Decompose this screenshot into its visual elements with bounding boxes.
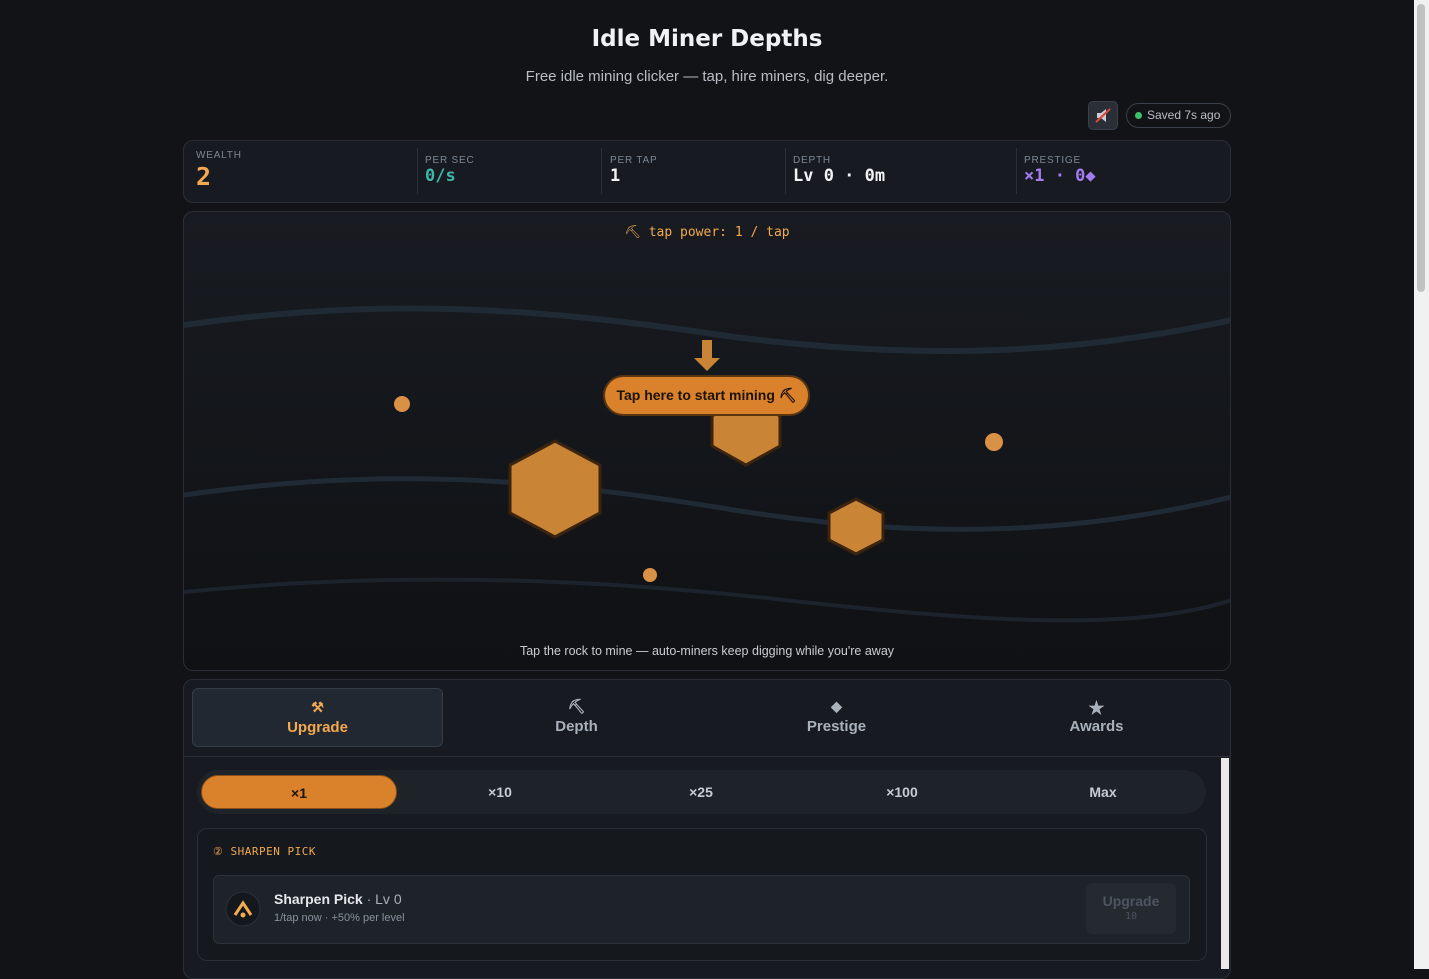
upgrade-button[interactable]: Upgrade 10 xyxy=(1086,883,1176,934)
multiplier-option[interactable]: ×1 xyxy=(201,775,397,809)
tab-icon: ⚒ xyxy=(311,699,324,715)
divider xyxy=(1016,148,1017,194)
stat-value: 2 xyxy=(196,162,212,191)
stat-value: Lv 0 · 0m xyxy=(793,166,886,186)
tab-separator xyxy=(184,756,1230,757)
card-name: Sharpen Pick xyxy=(274,891,363,907)
tab-label: Upgrade xyxy=(287,719,348,736)
divider xyxy=(417,148,418,194)
tab-icon: ★ xyxy=(1088,698,1105,718)
page-scrollbar xyxy=(1414,0,1429,969)
section-header: ② SHARPEN PICK xyxy=(213,845,316,858)
scroll-thumb xyxy=(1417,4,1425,292)
stat-label: PER TAP xyxy=(610,155,658,166)
tab-label: Depth xyxy=(555,718,598,735)
card-description: 1/tap now · +50% per level xyxy=(274,912,405,924)
button-cost: 10 xyxy=(1124,911,1138,922)
multiplier-option[interactable]: ×100 xyxy=(886,784,918,800)
divider xyxy=(785,148,786,194)
upgrade-icon xyxy=(225,891,261,927)
upgrade-card xyxy=(213,875,1190,944)
multiplier-option[interactable]: ×10 xyxy=(488,784,512,800)
save-status: Saved 7s ago xyxy=(1126,103,1231,128)
sound-icon xyxy=(1095,108,1111,123)
multiplier-option[interactable]: Max xyxy=(1089,784,1117,800)
stat-label: PER SEC xyxy=(425,155,475,166)
tab-icon: ◆ xyxy=(831,698,842,714)
button-label: Upgrade xyxy=(1102,893,1160,909)
start-mining-button[interactable]: Tap here to start mining ⛏ xyxy=(603,375,810,416)
card-level: · Lv 0 xyxy=(366,891,402,907)
mine-area[interactable] xyxy=(183,211,1231,671)
tab[interactable]: ⛏ Depth xyxy=(451,688,702,747)
mine-scene xyxy=(184,305,1230,623)
sound-toggle[interactable] xyxy=(1088,101,1118,130)
multiplier-option[interactable]: ×25 xyxy=(689,784,713,800)
tab-label: Awards xyxy=(1069,718,1124,735)
tab-icon: ⛏ xyxy=(567,698,586,714)
tab[interactable]: ★ Awards xyxy=(971,688,1222,747)
stats-bar xyxy=(183,140,1231,203)
stat-label: DEPTH xyxy=(793,155,831,166)
section-title: SHARPEN PICK xyxy=(230,845,316,858)
stat-value: ×1 · 0◆ xyxy=(1024,166,1096,186)
card-title: Sharpen Pick · Lv 0 xyxy=(274,891,402,907)
stat-value: 0/s xyxy=(425,166,456,186)
tap-power: ⛏ tap power: 1 / tap xyxy=(624,225,790,240)
tab[interactable]: ⚒ Upgrade xyxy=(192,688,443,747)
page-subtitle: Free idle mining clicker — tap, hire min… xyxy=(525,68,889,85)
page-title: Idle Miner Depths xyxy=(591,26,823,52)
mine-hint: Tap the rock to mine — auto-miners keep … xyxy=(519,644,895,658)
stat-value: 1 xyxy=(610,166,621,186)
stat-label: PRESTIGE xyxy=(1024,155,1081,166)
status-dot xyxy=(1135,112,1142,119)
tab-label: Prestige xyxy=(806,718,867,735)
stat-label: WEALTH xyxy=(196,150,242,161)
panel-scrollbar xyxy=(1221,758,1229,969)
save-text: Saved 7s ago xyxy=(1147,108,1221,122)
section-badge: ② xyxy=(213,845,224,858)
divider xyxy=(601,148,602,194)
tab[interactable]: ◆ Prestige xyxy=(711,688,962,747)
